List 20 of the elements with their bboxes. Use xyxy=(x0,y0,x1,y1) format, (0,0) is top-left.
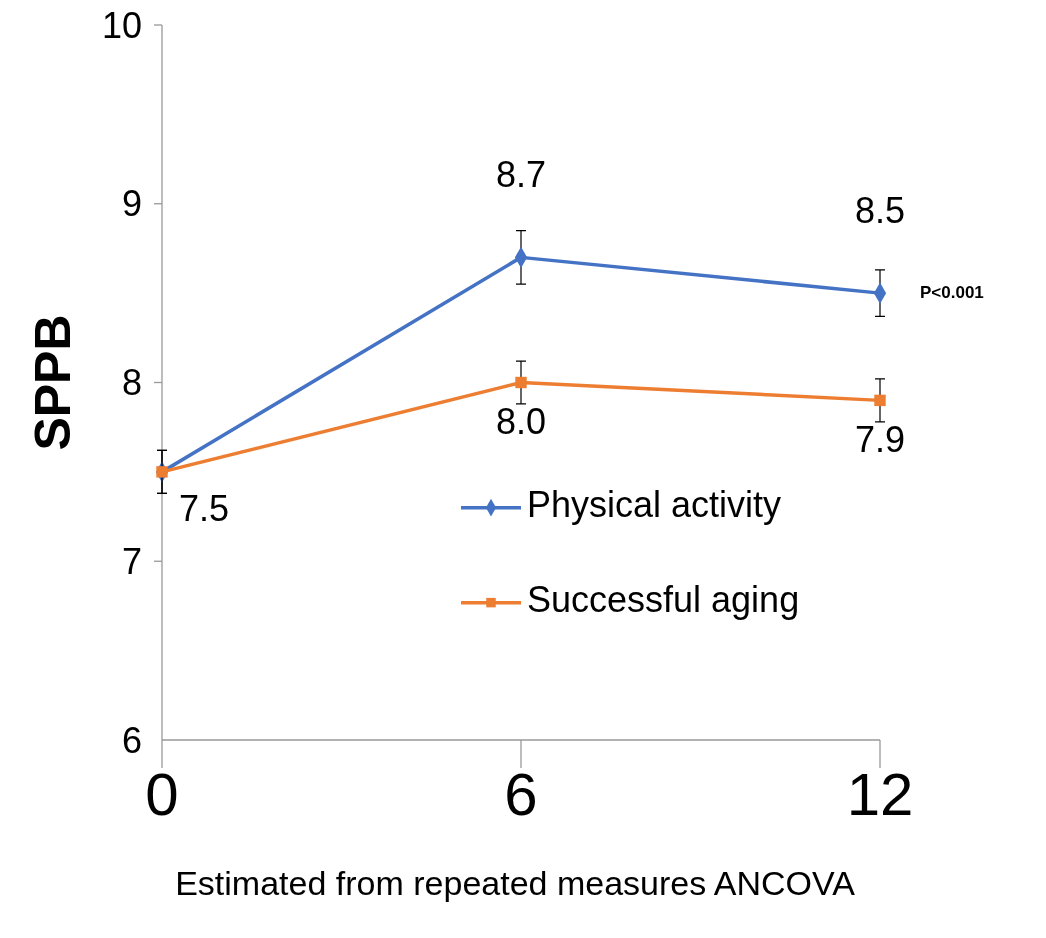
data-label: 7.9 xyxy=(854,418,906,460)
y-tick-label: 10 xyxy=(101,4,142,46)
x-tick-label: 0 xyxy=(145,761,179,828)
y-axis-title: SPPB xyxy=(25,314,81,451)
annotation: P<0.001 xyxy=(920,282,984,302)
y-tick-label: 8 xyxy=(121,362,142,404)
y-tick-label: 7 xyxy=(121,540,142,582)
data-label: 8.0 xyxy=(495,401,547,443)
point xyxy=(874,394,886,407)
y-tick-label: 6 xyxy=(121,719,142,761)
legend-label: Successful aging xyxy=(527,579,800,621)
data-label: 8.7 xyxy=(495,153,547,195)
y-tick-label: 9 xyxy=(121,183,142,225)
data-label: 8.5 xyxy=(854,189,906,231)
point xyxy=(515,376,527,389)
x-tick-label: 6 xyxy=(504,761,538,828)
x-tick-label: 12 xyxy=(846,761,914,828)
data-label: 7.5 xyxy=(178,488,230,530)
text: Estimated from repeated measures ANCOVA xyxy=(175,864,856,902)
legend-label: Physical activity xyxy=(527,484,782,526)
